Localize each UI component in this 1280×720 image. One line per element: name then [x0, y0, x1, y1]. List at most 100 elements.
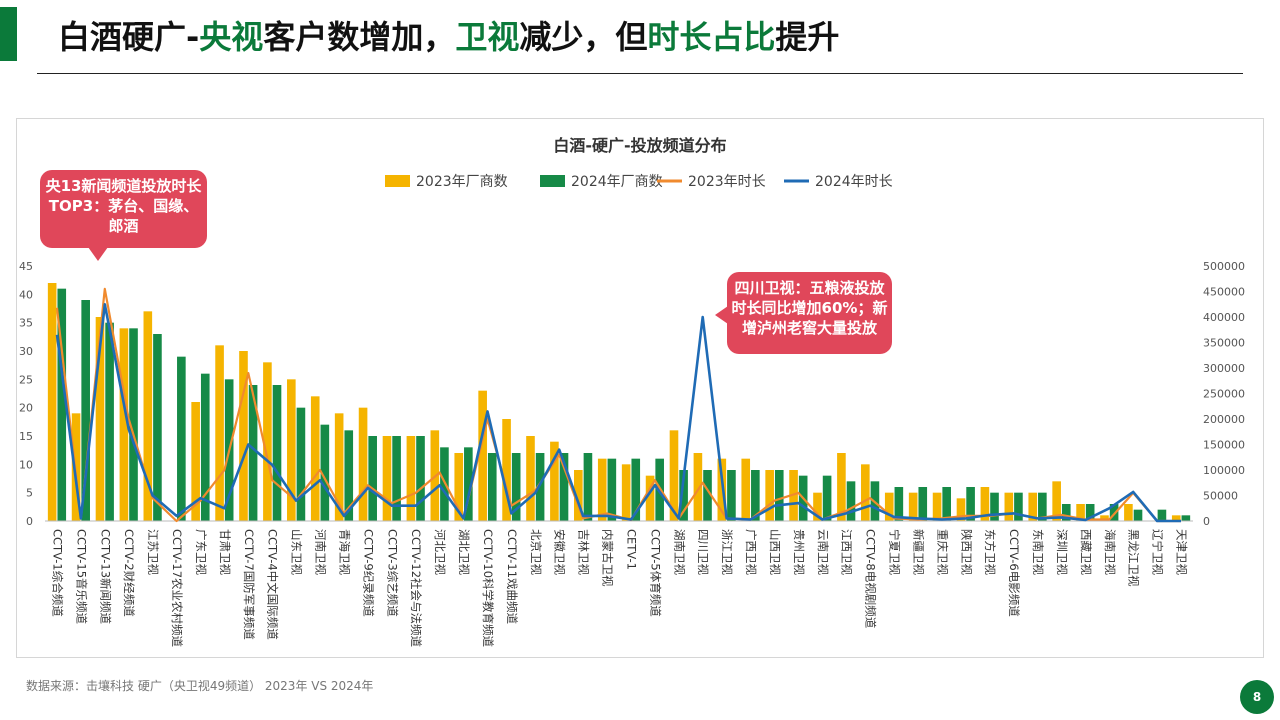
title-part: 卫视	[455, 18, 520, 56]
bar-2024	[105, 322, 114, 521]
y-right-tick-label: 300000	[1203, 362, 1245, 375]
x-category-label: CCTV-9纪录频道	[361, 529, 375, 617]
bar-2024	[966, 487, 975, 521]
x-category-label: 贵州卫视	[792, 529, 806, 575]
bar-2023	[358, 407, 368, 521]
bar-2024	[464, 447, 473, 521]
bar-2023	[574, 470, 583, 521]
bar-2024	[200, 373, 210, 521]
bar-2023	[908, 492, 918, 521]
callout-cctv13: 央13新闻频道投放时长TOP3：茅台、国缘、郎酒	[40, 170, 207, 261]
x-category-label: 河北卫视	[433, 529, 447, 575]
bar-2024	[272, 385, 282, 521]
x-category-label: CCTV-17农业农村频道	[170, 529, 184, 648]
y-right-tick-label: 0	[1203, 515, 1210, 528]
legend-swatch	[540, 175, 565, 187]
bar-2023	[47, 283, 57, 521]
bar-2024	[1085, 504, 1095, 521]
callout-tail	[88, 247, 108, 261]
y-left-tick-label: 0	[26, 515, 33, 528]
x-category-label: 北京卫视	[529, 529, 543, 575]
x-category-label: 陕西卫视	[959, 529, 973, 575]
bar-2024	[248, 385, 258, 521]
bar-2024	[392, 436, 401, 521]
bar-2024	[1157, 509, 1167, 521]
bar-2023	[1052, 481, 1061, 521]
bar-2024	[1133, 509, 1143, 521]
bar-2024	[727, 470, 736, 521]
y-right-tick-label: 250000	[1203, 388, 1245, 401]
bar-2023	[310, 396, 320, 521]
y-left-tick-label: 35	[19, 317, 33, 330]
bar-2023	[693, 453, 703, 521]
bar-2024	[846, 481, 856, 521]
chart-title: 白酒-硬广-投放频道分布	[553, 136, 726, 155]
bar-2023	[597, 458, 607, 521]
y-left-tick-label: 10	[19, 458, 33, 471]
bar-2023	[143, 311, 153, 521]
x-category-label: CCTV-7国防军事频道	[242, 529, 256, 640]
y-left-tick-label: 25	[19, 373, 33, 386]
bar-2023	[263, 362, 272, 521]
y-left-tick-label: 30	[19, 345, 33, 358]
bar-2024	[416, 436, 425, 521]
x-category-label: 安徽卫视	[553, 529, 567, 575]
x-category-label: CCTV-10科学教育频道	[481, 529, 495, 648]
y-left-tick-label: 20	[19, 402, 33, 415]
callout-tail	[715, 306, 728, 324]
x-category-label: 青海卫视	[337, 529, 351, 575]
y-right-tick-label: 150000	[1203, 439, 1245, 452]
bar-2024	[344, 430, 354, 521]
title-part: 客户数增加，	[263, 18, 456, 56]
x-category-label: 广东卫视	[194, 529, 208, 575]
title-accent-bar	[0, 7, 17, 61]
y-right-tick-label: 100000	[1203, 464, 1245, 477]
bar-2024	[559, 453, 569, 521]
bar-2023	[406, 436, 416, 521]
bar-2023	[454, 453, 464, 521]
x-category-label: CCTV-8电视剧频道	[864, 529, 878, 629]
bar-2023	[621, 464, 631, 521]
bar-2023	[932, 492, 942, 521]
x-category-label: 新疆卫视	[911, 529, 925, 575]
x-category-label: CCTV-6电影频道	[1007, 529, 1021, 617]
x-category-label: 云南卫视	[816, 529, 830, 575]
bar-2023	[645, 475, 655, 521]
data-source-note: 数据来源：击壤科技 硬广（央卫视49频道） 2023年 VS 2024年	[26, 679, 374, 693]
x-category-label: 吉林卫视	[577, 529, 591, 575]
x-category-label: 广西卫视	[744, 529, 758, 575]
bar-2023	[717, 458, 727, 521]
bar-2024	[990, 492, 999, 521]
bar-2024	[1061, 504, 1071, 521]
bar-2024	[57, 288, 67, 521]
legend-label: 2023年厂商数	[416, 174, 508, 190]
x-category-label: CCTV-2财经频道	[122, 529, 136, 617]
bar-2024	[511, 453, 521, 521]
x-category-label: 天津卫视	[1175, 529, 1189, 575]
bar-2023	[1028, 492, 1038, 521]
page-number-badge: 8	[1240, 680, 1274, 714]
title-part: 减少，但	[519, 18, 648, 56]
bar-2023	[215, 345, 224, 521]
bar-2024	[153, 334, 162, 521]
bar-2023	[191, 402, 200, 521]
x-category-label: 东方卫视	[983, 529, 997, 575]
bar-2024	[129, 328, 138, 521]
title-divider	[37, 73, 1243, 74]
y-right-tick-label: 450000	[1203, 286, 1245, 299]
legend-label: 2024年时长	[815, 174, 893, 190]
y-right-tick-label: 50000	[1203, 490, 1238, 503]
title-part: 时长占比	[647, 18, 776, 56]
bar-2024	[81, 300, 90, 521]
x-category-label: 辽宁卫视	[1151, 529, 1165, 575]
x-category-label: 内蒙古卫视	[601, 529, 615, 587]
callout-sichuan: 四川卫视：五粮液投放时长同比增加60%；新增泸州老窖大量投放	[715, 272, 892, 354]
bar-2023	[287, 379, 296, 521]
bar-2024	[583, 453, 593, 521]
bar-2023	[813, 492, 822, 521]
x-category-label: CCTV-3综艺频道	[385, 529, 399, 617]
legend-label: 2023年时长	[688, 174, 766, 190]
bar-2023	[1004, 492, 1014, 521]
bar-2024	[942, 487, 951, 521]
bar-2024	[894, 487, 904, 521]
